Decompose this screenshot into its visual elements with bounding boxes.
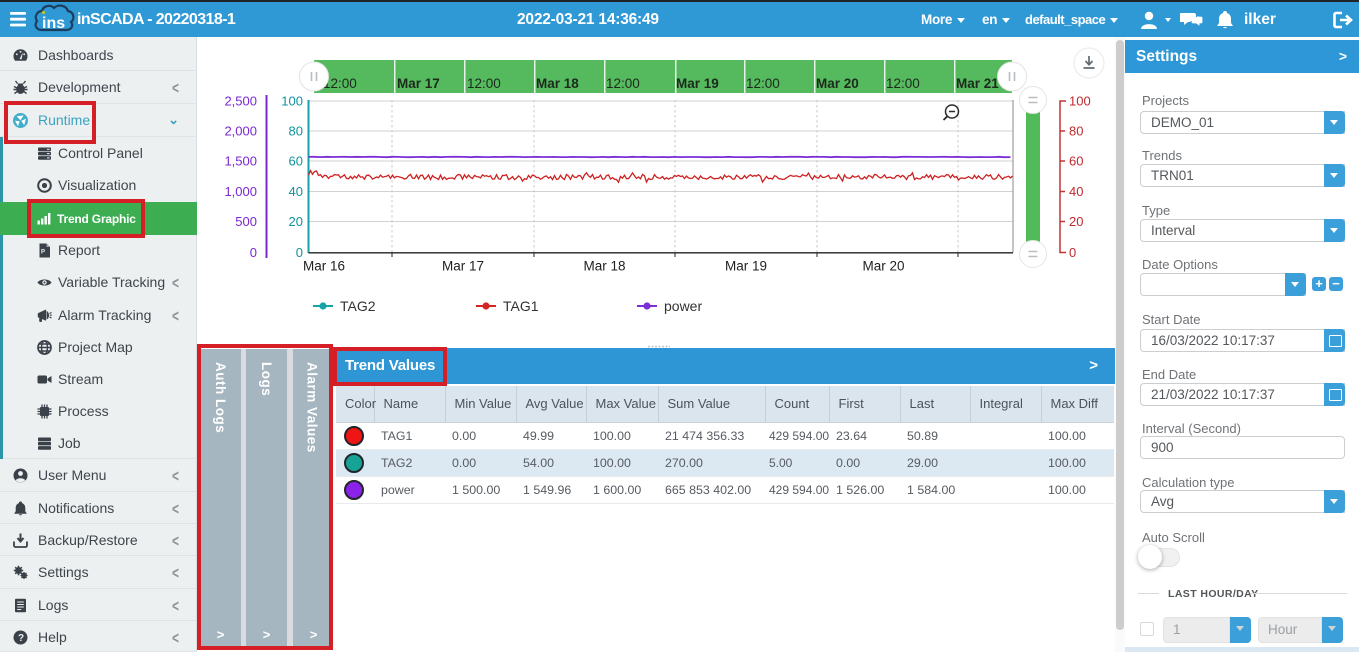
svg-text:1,000: 1,000 [224, 184, 257, 199]
svg-text:2,500: 2,500 [224, 94, 257, 109]
svg-text:0: 0 [250, 245, 257, 260]
svg-text:P: P [41, 250, 45, 256]
svg-text:Mar 19: Mar 19 [676, 76, 719, 91]
svg-text:500: 500 [235, 214, 257, 229]
svg-text:Mar 17: Mar 17 [442, 259, 484, 274]
svg-text:Mar 18: Mar 18 [583, 259, 625, 274]
svg-text:40: 40 [1069, 184, 1083, 199]
svg-text:Mar 20: Mar 20 [816, 76, 859, 91]
svg-text:Mar 18: Mar 18 [536, 76, 579, 91]
svg-text:TAG1: TAG1 [503, 298, 539, 314]
svg-text:20: 20 [289, 214, 303, 229]
svg-text:Mar 20: Mar 20 [862, 259, 904, 274]
svg-text:40: 40 [289, 184, 303, 199]
svg-text:1,500: 1,500 [224, 154, 257, 169]
svg-text:60: 60 [1069, 154, 1083, 169]
svg-text:100: 100 [1069, 94, 1091, 109]
svg-text:Mar 17: Mar 17 [397, 76, 440, 91]
svg-text:12:00: 12:00 [746, 76, 780, 91]
svg-text:12:00: 12:00 [323, 76, 357, 91]
svg-text:2,000: 2,000 [224, 124, 257, 139]
svg-text:Mar 21: Mar 21 [956, 76, 999, 91]
svg-text:Mar 19: Mar 19 [725, 259, 767, 274]
svg-text:power: power [664, 298, 702, 314]
svg-text:80: 80 [1069, 124, 1083, 139]
svg-text:12:00: 12:00 [886, 76, 920, 91]
svg-text:0: 0 [1069, 245, 1076, 260]
svg-text:60: 60 [289, 154, 303, 169]
svg-text:TAG2: TAG2 [340, 298, 376, 314]
svg-text:ins: ins [42, 15, 65, 32]
svg-text:20: 20 [1069, 214, 1083, 229]
svg-text:?: ? [18, 633, 24, 644]
svg-text:80: 80 [289, 124, 303, 139]
svg-text:12:00: 12:00 [467, 76, 501, 91]
svg-text:100: 100 [281, 94, 303, 109]
svg-text:Mar 16: Mar 16 [303, 259, 345, 274]
svg-text:0: 0 [296, 245, 303, 260]
svg-text:12:00: 12:00 [606, 76, 640, 91]
